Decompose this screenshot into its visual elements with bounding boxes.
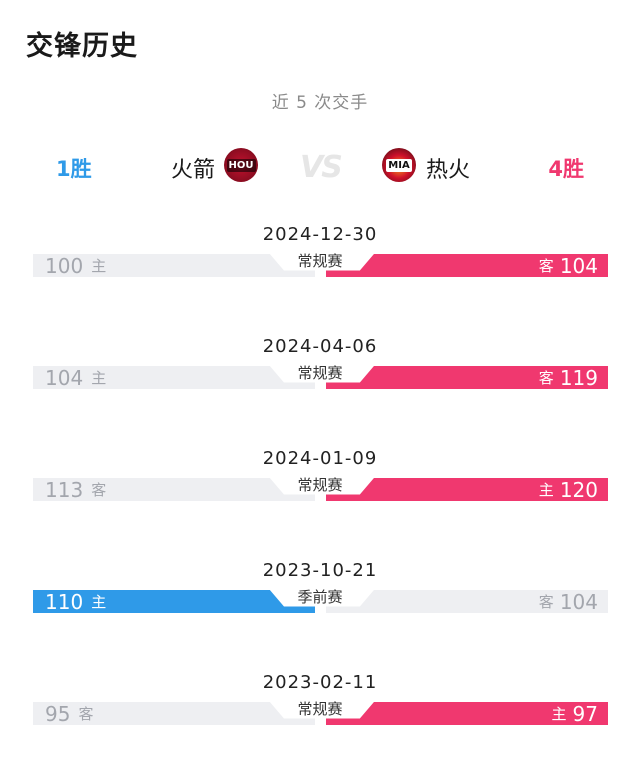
game-row[interactable]: 2024-04-06 104 主 常规赛 客 119 [0,336,640,426]
right-home-away-tag: 主 [538,481,554,499]
game-date: 2024-04-06 [262,336,378,357]
rockets-logo-text: HOU [226,158,256,172]
game-date: 2024-01-09 [262,448,378,469]
game-row[interactable]: 2023-02-11 95 客 常规赛 主 97 [0,672,640,762]
game-date: 2023-10-21 [262,560,378,581]
left-home-away-tag: 主 [91,593,107,611]
right-score: 120 [559,477,598,502]
vs-icon: VS [300,150,343,185]
right-score: 104 [559,589,598,614]
right-score-bar: 主 120 [326,478,608,501]
left-score-bar: 95 客 [33,702,315,725]
right-home-away-tag: 客 [538,257,554,275]
right-home-away-tag: 客 [538,369,554,387]
left-score: 100 [45,253,84,278]
right-score: 119 [559,365,598,390]
left-score-bar: 113 客 [33,478,315,501]
left-score: 110 [45,589,84,614]
left-score: 95 [45,701,71,726]
game-type: 常规赛 [297,700,343,718]
heat-logo-text: MIA [386,158,412,172]
game-type: 常规赛 [297,364,343,382]
left-home-away-tag: 主 [91,369,107,387]
left-score: 113 [45,477,84,502]
left-home-away-tag: 主 [91,257,107,275]
left-score-bar: 110 主 [33,590,315,613]
left-score-bar: 104 主 [33,366,315,389]
right-score-bar: 客 104 [326,590,608,613]
right-home-away-tag: 主 [551,705,567,723]
heat-logo-icon[interactable]: MIA [382,148,416,182]
rockets-logo-icon[interactable]: HOU [224,148,258,182]
right-team-wins: 4胜 [548,157,584,181]
game-type: 季前赛 [297,588,343,606]
right-score-bar: 客 119 [326,366,608,389]
right-score: 97 [572,701,598,726]
game-type: 常规赛 [297,476,343,494]
right-score-bar: 主 97 [326,702,608,725]
page-title: 交锋历史 [26,31,138,62]
right-home-away-tag: 客 [538,593,554,611]
game-row[interactable]: 2023-10-21 110 主 季前赛 客 104 [0,560,640,650]
left-score: 104 [45,365,84,390]
game-date: 2023-02-11 [262,672,378,693]
right-score-bar: 客 104 [326,254,608,277]
left-home-away-tag: 客 [78,705,94,723]
game-date: 2024-12-30 [262,224,378,245]
game-row[interactable]: 2024-01-09 113 客 常规赛 主 120 [0,448,640,538]
left-team-name[interactable]: 火箭 [171,158,216,183]
right-team-name[interactable]: 热火 [426,158,471,183]
recent-matchups-label: 近 5 次交手 [271,93,369,113]
left-score-bar: 100 主 [33,254,315,277]
right-score: 104 [559,253,598,278]
left-home-away-tag: 客 [91,481,107,499]
left-team-wins: 1胜 [56,157,92,181]
game-row[interactable]: 2024-12-30 100 主 常规赛 客 104 [0,224,640,314]
game-type: 常规赛 [297,252,343,270]
